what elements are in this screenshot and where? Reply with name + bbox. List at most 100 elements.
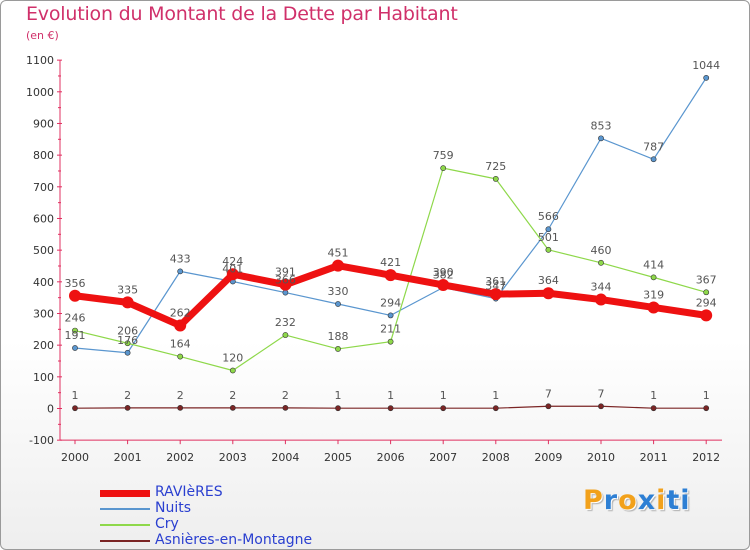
data-point — [72, 345, 78, 351]
data-label: 367 — [696, 273, 717, 286]
data-point — [282, 289, 289, 296]
x-tick-label: 2009 — [534, 451, 562, 464]
data-point — [282, 404, 289, 411]
data-label: 164 — [170, 338, 191, 351]
data-point — [121, 296, 134, 309]
data-point — [492, 405, 499, 412]
data-label: 501 — [538, 231, 559, 244]
data-label: 1 — [440, 389, 447, 402]
y-tick-label: 600 — [33, 212, 54, 225]
data-label: 330 — [328, 285, 349, 298]
axes: -100 0 100 200 300 400 500 600 700 800 900 1000 1100… — [26, 54, 722, 464]
data-label: 401 — [222, 263, 243, 276]
data-point — [335, 346, 341, 352]
data-label: 1 — [72, 389, 79, 402]
legend-label: Asnières-en-Montagne — [155, 532, 313, 548]
data-point — [700, 309, 713, 322]
data-label: 725 — [485, 160, 506, 173]
data-label: 414 — [643, 258, 664, 271]
data-label: 188 — [328, 330, 349, 343]
x-tick-label: 2004 — [271, 451, 299, 464]
x-tick-label: 2001 — [114, 451, 142, 464]
data-label: 344 — [591, 281, 612, 294]
x-tick-label: 2007 — [429, 451, 457, 464]
data-label: 433 — [170, 252, 191, 265]
data-point — [387, 338, 394, 345]
data-label: 211 — [380, 323, 401, 336]
x-tick-label: 2000 — [61, 451, 89, 464]
data-label: 787 — [643, 140, 664, 153]
data-label: 366 — [275, 274, 296, 287]
data-label: 1 — [387, 389, 394, 402]
data-point — [72, 327, 78, 334]
y-tick-label: 900 — [33, 117, 54, 130]
x-tick-label: 2006 — [377, 451, 405, 464]
data-label: 232 — [275, 316, 296, 329]
data-point — [650, 405, 657, 412]
data-point — [489, 288, 502, 301]
data-label: 246 — [65, 312, 86, 325]
data-point — [542, 287, 555, 300]
data-label: 1 — [335, 389, 342, 402]
data-point — [545, 246, 552, 253]
legend-swatch — [100, 540, 150, 542]
data-point — [440, 405, 447, 412]
y-tick-label: -100 — [29, 434, 54, 447]
y-tick-label: 1000 — [26, 86, 54, 99]
data-label: 853 — [591, 119, 612, 132]
data-labels: 191 176 433 401 366 330 294 382 347 566 853 787 1044… — [65, 59, 721, 402]
data-point — [124, 340, 131, 347]
chart-subtitle: (en €) — [26, 29, 59, 42]
data-point — [229, 404, 236, 411]
legend-swatch — [100, 489, 150, 497]
data-point — [229, 367, 236, 374]
data-point — [440, 165, 447, 172]
data-label: 294 — [380, 296, 401, 309]
x-tick-label: 2005 — [324, 451, 352, 464]
data-label: 120 — [222, 351, 243, 364]
data-label: 759 — [433, 149, 454, 162]
data-point — [124, 404, 131, 411]
data-point — [545, 403, 552, 410]
data-point — [598, 259, 604, 266]
data-point — [124, 349, 131, 356]
data-label: 356 — [65, 277, 86, 290]
data-label: 460 — [591, 244, 612, 257]
data-label: 566 — [538, 210, 559, 223]
data-point — [279, 278, 292, 291]
legend-swatch — [100, 508, 150, 510]
data-label: 1 — [650, 389, 657, 402]
data-label: 424 — [222, 255, 243, 268]
data-point — [650, 274, 657, 281]
y-tick-label: 700 — [33, 181, 54, 194]
data-label: 364 — [538, 274, 559, 287]
data-point — [335, 405, 341, 412]
data-label: 7 — [598, 387, 605, 400]
data-point — [387, 405, 394, 412]
data-label: 2 — [124, 389, 131, 402]
data-label: 191 — [65, 329, 86, 342]
data-label: 176 — [117, 334, 138, 347]
data-label: 335 — [117, 283, 138, 296]
data-point — [595, 293, 607, 306]
data-point — [282, 332, 289, 338]
data-point — [598, 135, 604, 142]
x-tick-label: 2008 — [482, 451, 510, 464]
data-label: 1044 — [692, 59, 720, 72]
data-point — [437, 278, 450, 291]
data-point — [174, 319, 187, 332]
legend-label: RAVIèRES — [155, 484, 223, 500]
data-label: 1 — [703, 389, 710, 402]
data-label: 2 — [282, 389, 289, 402]
data-label: 7 — [545, 387, 552, 400]
y-tick-label: 400 — [33, 276, 54, 289]
data-point — [650, 156, 657, 163]
data-point — [72, 405, 78, 412]
data-point — [335, 301, 341, 307]
x-tick-label: 2011 — [640, 451, 668, 464]
legend-label: Nuits — [155, 500, 192, 516]
data-point — [384, 269, 397, 282]
x-tick-label: 2010 — [587, 451, 615, 464]
data-point — [387, 312, 394, 319]
data-point — [647, 301, 660, 314]
